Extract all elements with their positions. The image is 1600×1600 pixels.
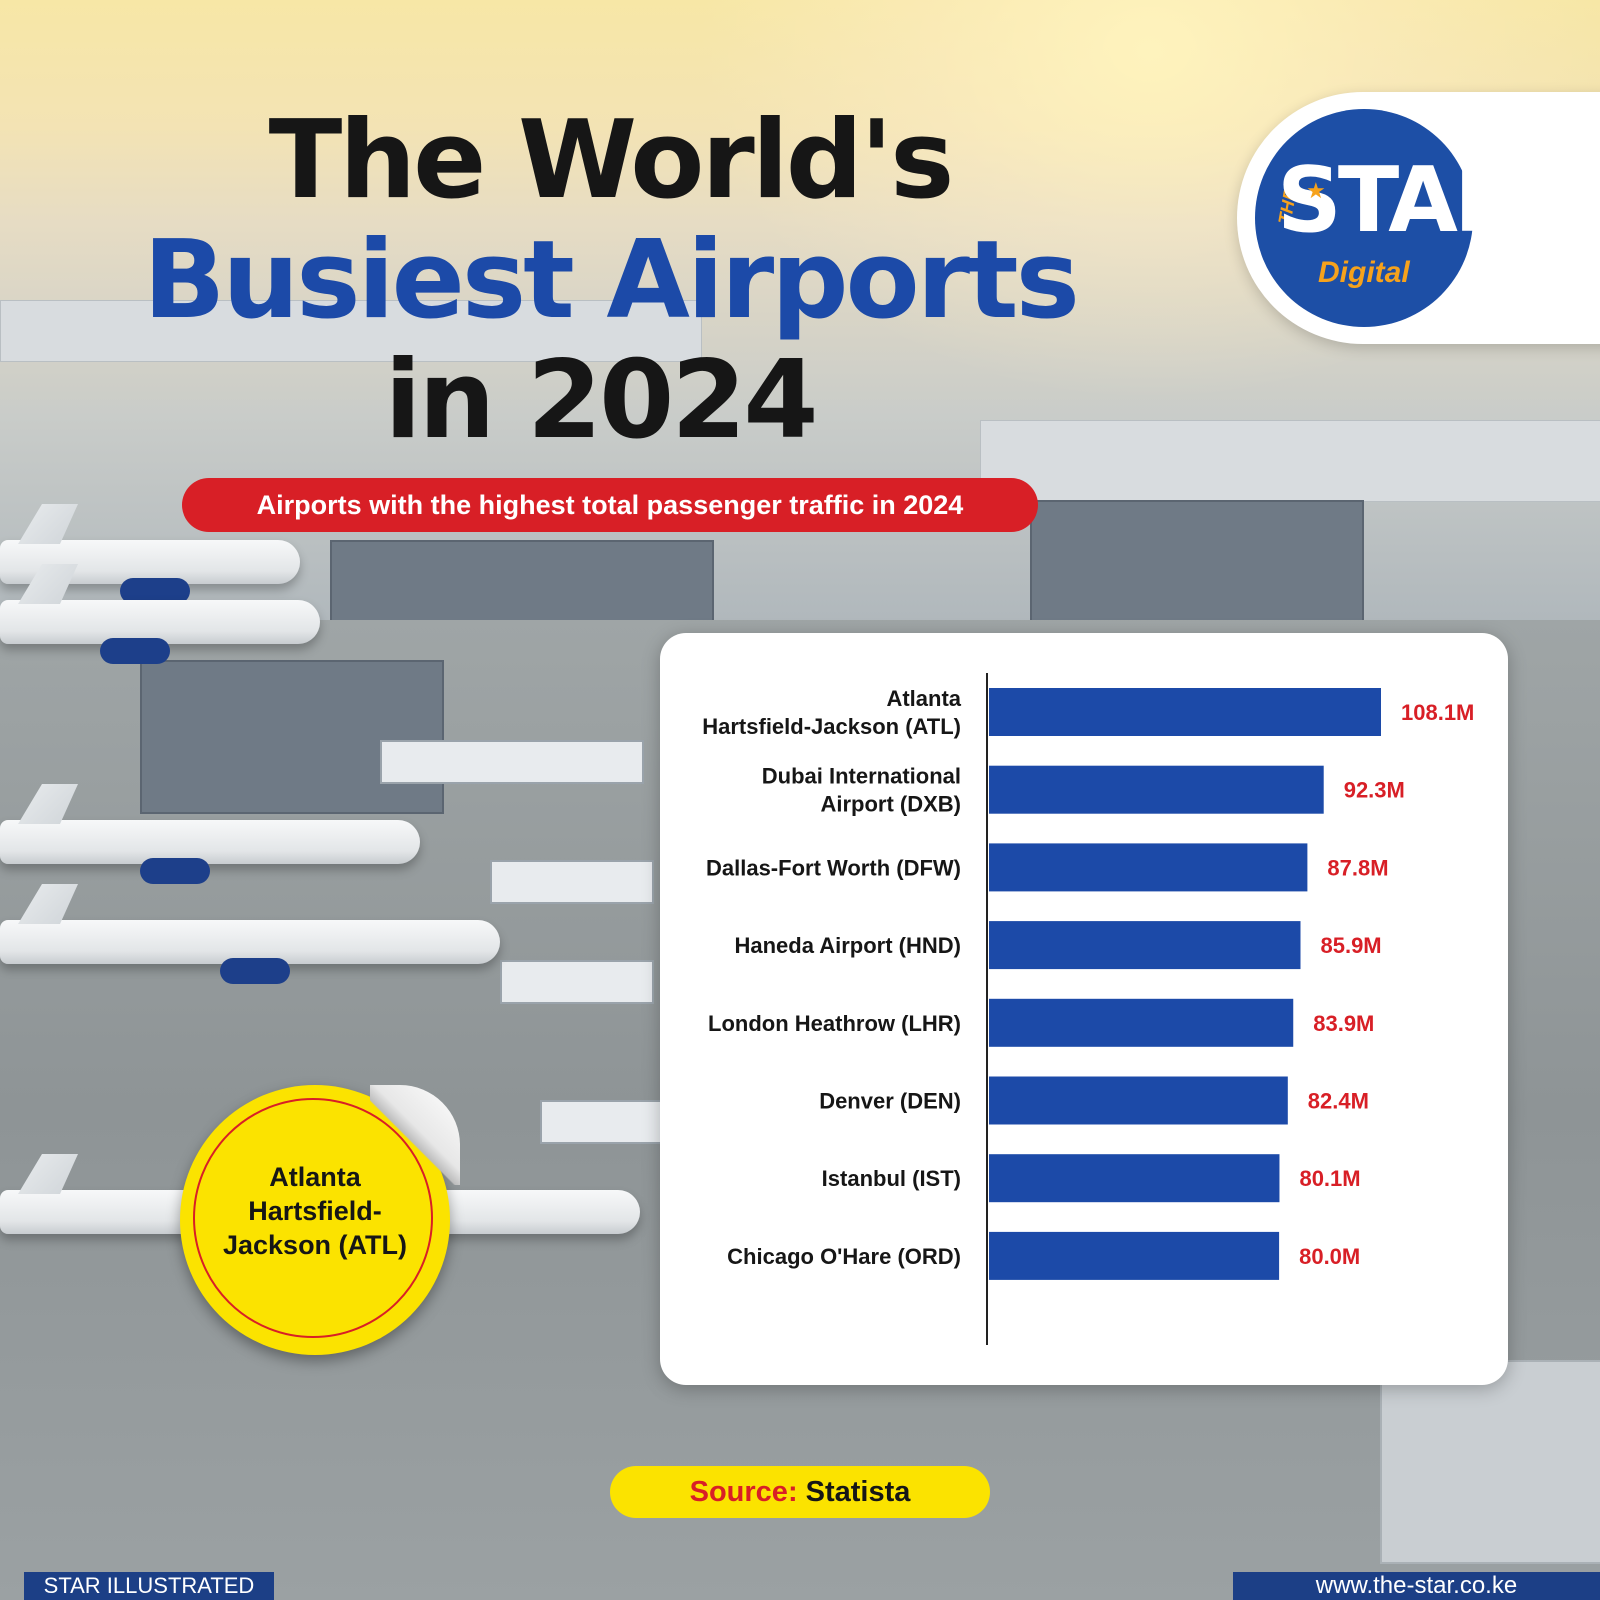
bar bbox=[989, 921, 1301, 970]
background-terminal bbox=[140, 660, 444, 814]
category-label: Haneda Airport (HND) bbox=[734, 933, 961, 958]
category-label: Hartsfield-Jackson (ATL) bbox=[702, 714, 961, 739]
bar bbox=[989, 843, 1308, 892]
source-label: Source: bbox=[689, 1475, 798, 1508]
bar bbox=[989, 998, 1294, 1047]
title-line-3: in 2024 bbox=[384, 338, 818, 463]
value-label: 92.3M bbox=[1344, 778, 1405, 803]
category-label: Chicago O'Hare (ORD) bbox=[727, 1244, 961, 1269]
background-jetway bbox=[380, 740, 644, 784]
bar-chart: 108.1M Atlanta Hartsfield-Jackson (ATL) 92.… bbox=[702, 673, 1474, 1345]
sticker-ring bbox=[193, 1098, 433, 1338]
background-jetway bbox=[490, 860, 654, 904]
subtitle-banner: Airports with the highest total passenge… bbox=[182, 478, 1038, 532]
bar bbox=[989, 688, 1381, 736]
star-digital-logo bbox=[1255, 109, 1473, 327]
category-label: London Heathrow (LHR) bbox=[708, 1011, 961, 1036]
star-icon: ★ bbox=[1306, 178, 1326, 203]
title-line-2: Busiest Airports bbox=[143, 218, 1080, 343]
category-label: Denver (DEN) bbox=[819, 1089, 961, 1114]
background-jetway bbox=[540, 1100, 664, 1144]
category-label: Istanbul (IST) bbox=[822, 1166, 961, 1191]
background-terminal bbox=[1030, 500, 1364, 624]
title-line-1: The World's bbox=[268, 98, 955, 223]
background-plane bbox=[0, 820, 420, 884]
background-roof bbox=[0, 300, 702, 362]
background-plane bbox=[0, 600, 320, 664]
value-label: 80.1M bbox=[1299, 1166, 1360, 1191]
value-label: 85.9M bbox=[1320, 933, 1381, 958]
bar bbox=[989, 1231, 1280, 1280]
bar bbox=[989, 1076, 1288, 1125]
footer-credit: STAR ILLUSTRATED bbox=[24, 1572, 274, 1600]
value-label: 83.9M bbox=[1313, 1011, 1374, 1036]
value-label: 82.4M bbox=[1308, 1089, 1369, 1114]
bar bbox=[989, 765, 1324, 814]
sticker-text-line: Atlanta bbox=[269, 1162, 361, 1192]
value-label: 108.1M bbox=[1401, 700, 1474, 725]
category-label: Dallas-Fort Worth (DFW) bbox=[706, 855, 961, 880]
logo-digital-text: Digital bbox=[1318, 256, 1410, 289]
background-plane bbox=[0, 920, 500, 984]
source-value: Statista bbox=[805, 1475, 911, 1508]
sticker-text-line: Hartsfield- bbox=[248, 1196, 382, 1226]
source-pill: Source: Statista bbox=[610, 1466, 990, 1518]
logo-star-text: STAR bbox=[1277, 148, 1523, 253]
sticker-text-line: Jackson (ATL) bbox=[222, 1230, 408, 1260]
background-jetway bbox=[500, 960, 654, 1004]
category-label: Atlanta bbox=[886, 686, 961, 711]
background-building bbox=[1380, 1360, 1600, 1564]
value-label: 87.8M bbox=[1327, 855, 1388, 880]
sticker-text: Atlanta Hartsfield- Jackson (ATL) bbox=[200, 1160, 430, 1262]
category-label: Dubai International bbox=[762, 764, 961, 789]
value-label: 80.0M bbox=[1299, 1244, 1360, 1269]
footer-website: www.the-star.co.ke bbox=[1233, 1572, 1600, 1600]
bar bbox=[989, 1154, 1280, 1203]
category-label: Airport (DXB) bbox=[820, 792, 961, 817]
